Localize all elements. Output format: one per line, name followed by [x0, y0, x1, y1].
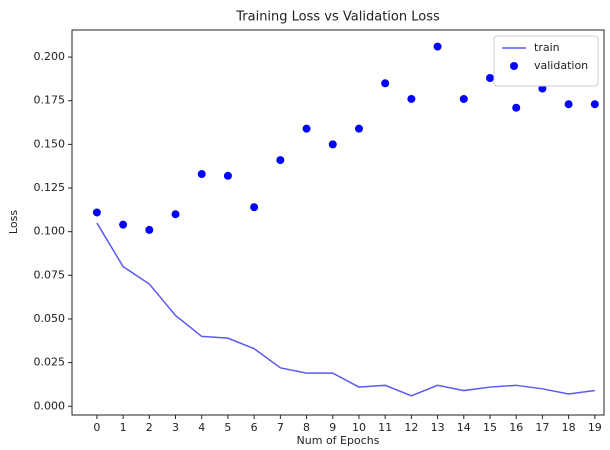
validation-point [171, 210, 180, 219]
validation-point [512, 103, 521, 112]
validation-point [459, 94, 468, 103]
x-tick-label: 19 [588, 421, 602, 434]
x-tick-label: 9 [329, 421, 336, 434]
y-axis-label: Loss [7, 210, 20, 234]
y-tick-label: 0.175 [34, 94, 66, 107]
y-tick-label: 0.150 [34, 137, 66, 150]
legend-swatch [510, 62, 518, 70]
x-tick-label: 16 [509, 421, 523, 434]
validation-point [407, 94, 416, 103]
legend-label: validation [534, 59, 588, 72]
validation-point [119, 220, 128, 229]
validation-point [433, 42, 442, 51]
chart-title: Training Loss vs Validation Loss [235, 10, 440, 25]
x-tick-label: 6 [251, 421, 258, 434]
x-tick-label: 5 [224, 421, 231, 434]
plot-frame [71, 29, 605, 416]
y-tick-label: 0.125 [34, 181, 66, 194]
validation-point [302, 124, 311, 133]
x-axis-label: Num of Epochs [297, 434, 380, 447]
validation-point [92, 208, 101, 217]
x-tick-label: 13 [431, 421, 445, 434]
validation-point [197, 170, 206, 179]
x-tick-label: 11 [378, 421, 392, 434]
x-tick-label: 3 [172, 421, 179, 434]
legend-label: train [534, 41, 560, 54]
validation-point [354, 124, 363, 133]
x-tick-label: 14 [457, 421, 471, 434]
x-tick-label: 4 [198, 421, 205, 434]
validation-point [276, 156, 285, 165]
validation-point [328, 140, 337, 149]
y-tick-label: 0.025 [34, 356, 66, 369]
x-tick-label: 2 [146, 421, 153, 434]
validation-point [564, 100, 573, 109]
y-tick-label: 0.200 [34, 50, 66, 63]
x-tick-label: 7 [277, 421, 284, 434]
x-tick-label: 10 [352, 421, 366, 434]
validation-point [590, 100, 599, 109]
validation-point [486, 74, 494, 83]
x-tick-label: 8 [303, 421, 310, 434]
x-tick-label: 17 [535, 421, 549, 434]
y-tick-label: 0.100 [34, 225, 66, 238]
validation-point [145, 225, 154, 234]
train-line [96, 222, 595, 397]
x-tick-label: 12 [404, 421, 418, 434]
x-tick-label: 1 [120, 421, 127, 434]
validation-point [223, 171, 232, 180]
y-tick-label: 0.050 [34, 312, 66, 325]
y-tick-label: 0.075 [34, 268, 66, 281]
validation-point [381, 79, 390, 88]
x-tick-label: 0 [93, 421, 100, 434]
x-tick-label: 18 [562, 421, 576, 434]
y-tick-label: 0.000 [34, 399, 66, 412]
validation-point [250, 203, 259, 212]
x-tick-label: 15 [483, 421, 497, 434]
